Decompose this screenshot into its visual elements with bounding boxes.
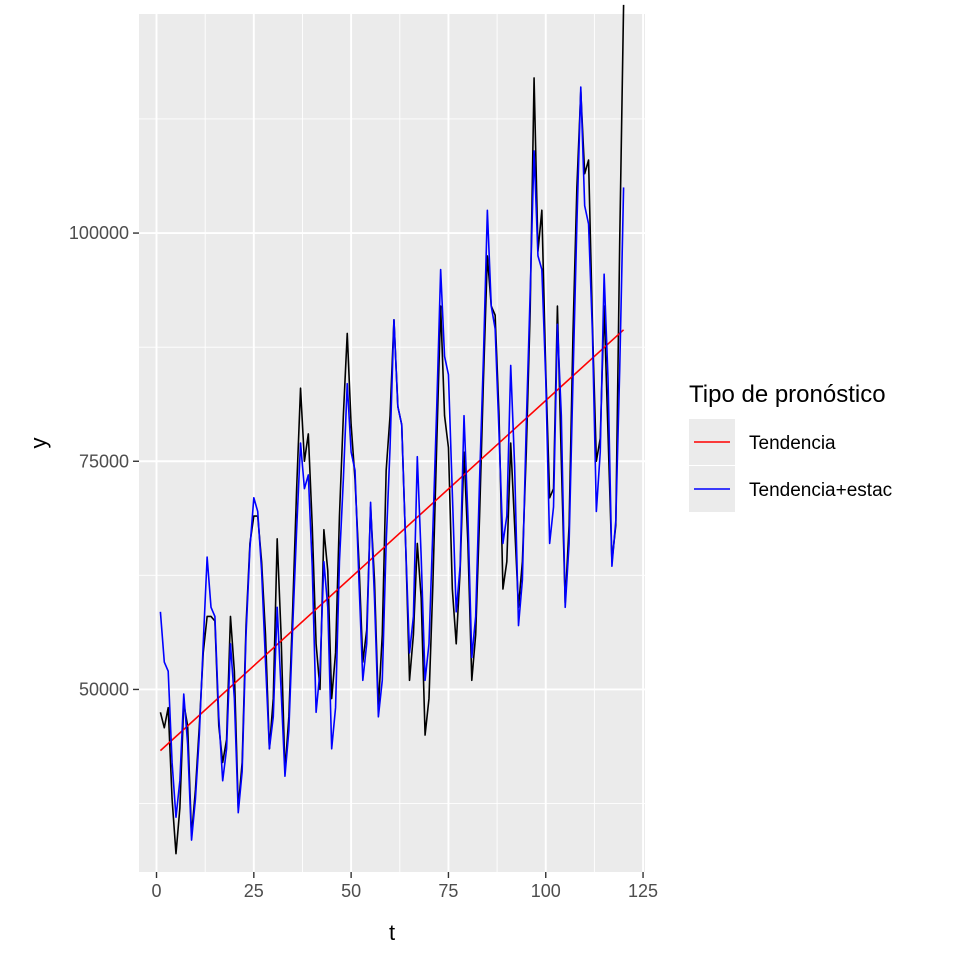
x-tick-label: 0 [152, 881, 162, 901]
legend-label-tendencia-estac: Tendencia+estac [749, 480, 892, 501]
y-tick-label: 100000 [69, 223, 129, 243]
x-tick-label: 100 [531, 881, 561, 901]
x-tick-label: 25 [244, 881, 264, 901]
x-tick-label: 50 [341, 881, 361, 901]
grid-major [139, 14, 645, 872]
legend-label-tendencia: Tendencia [749, 433, 836, 454]
y-axis-title: y [26, 438, 51, 449]
x-tick-label: 125 [628, 881, 658, 901]
x-axis-title: t [389, 920, 395, 945]
plot-panel [139, 14, 645, 872]
series-tendencia-estac-line [159, 86, 625, 841]
series-layer [159, 4, 625, 855]
axis-ticks [133, 232, 644, 878]
legend-title: Tipo de pronóstico [689, 381, 886, 408]
grid-minor [139, 14, 645, 872]
y-tick-label: 50000 [79, 679, 129, 699]
legend: Tipo de pronóstico Tendencia Tendencia+e… [689, 381, 892, 512]
y-tick-label: 75000 [79, 451, 129, 471]
tick-labels: 0 25 50 75 100 125 50000 75000 100000 [69, 223, 658, 901]
x-tick-label: 75 [438, 881, 458, 901]
